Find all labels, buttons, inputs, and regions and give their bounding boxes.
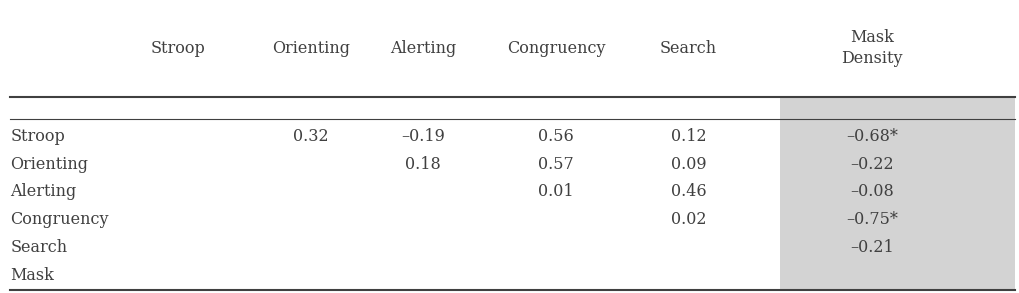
Text: –0.19: –0.19 <box>400 128 445 145</box>
Text: 0.57: 0.57 <box>537 156 574 173</box>
Bar <box>780 97 1014 290</box>
Text: Mask
Density: Mask Density <box>841 29 902 67</box>
Text: Mask: Mask <box>10 267 54 284</box>
Text: –0.21: –0.21 <box>850 239 893 256</box>
Text: –0.75*: –0.75* <box>846 211 897 228</box>
Text: Alerting: Alerting <box>390 40 455 57</box>
Text: Congruency: Congruency <box>506 40 604 57</box>
Text: –0.68*: –0.68* <box>846 128 897 145</box>
Text: 0.46: 0.46 <box>671 183 705 200</box>
Text: Alerting: Alerting <box>10 183 76 200</box>
Text: Stroop: Stroop <box>10 128 65 145</box>
Text: Search: Search <box>659 40 716 57</box>
Text: 0.02: 0.02 <box>671 211 705 228</box>
Text: Search: Search <box>10 239 67 256</box>
Text: Orienting: Orienting <box>272 40 350 57</box>
Text: –0.08: –0.08 <box>850 183 893 200</box>
Text: 0.01: 0.01 <box>538 183 573 200</box>
Text: –0.22: –0.22 <box>850 156 893 173</box>
Text: 0.18: 0.18 <box>405 156 441 173</box>
Text: 0.12: 0.12 <box>671 128 705 145</box>
Text: 0.56: 0.56 <box>537 128 574 145</box>
Text: Congruency: Congruency <box>10 211 109 228</box>
Text: 0.09: 0.09 <box>671 156 705 173</box>
Text: Stroop: Stroop <box>151 40 206 57</box>
Text: Orienting: Orienting <box>10 156 88 173</box>
Text: 0.32: 0.32 <box>293 128 328 145</box>
